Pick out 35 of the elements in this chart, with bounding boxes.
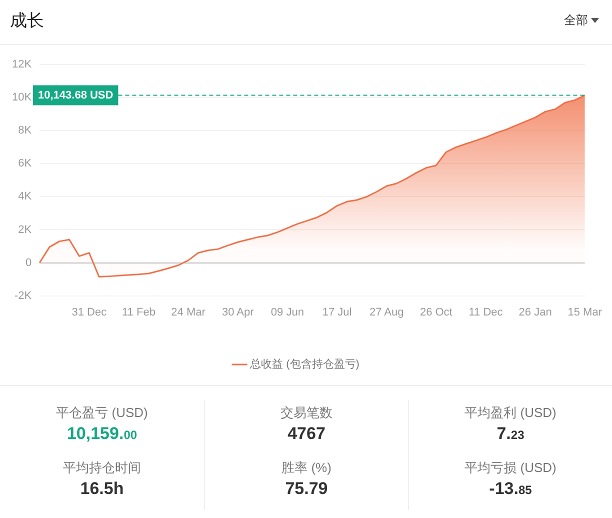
text: 平仓盈亏 (USD) (55, 404, 149, 422)
text: 平均亏损 (USD) (464, 459, 558, 477)
y-tick-label: 10K (12, 92, 32, 104)
x-tick-label: 24 Mar (171, 306, 206, 318)
text: 胜率 (%) (280, 459, 332, 477)
x-tick-label: 30 Apr (222, 306, 254, 318)
legend-label: 总收益 (包含持仓盈亏) (249, 358, 360, 371)
x-tick-label: 11 Feb (122, 306, 156, 318)
y-tick-label: 0 (25, 256, 32, 269)
y-tick-label: 12K (12, 58, 32, 71)
y-tick-label: 2K (18, 224, 32, 236)
text: -13.85 (488, 479, 533, 499)
y-tick-label: -2K (14, 290, 32, 302)
x-tick-label: 17 Jul (322, 306, 352, 318)
y-tick-label: 4K (18, 190, 32, 203)
text: 10,159.00 (66, 424, 138, 444)
x-tick-label: 26 Oct (420, 306, 452, 318)
x-tick-label: 31 Dec (72, 306, 108, 318)
chart-title: 成长 (10, 10, 44, 32)
y-tick-label: 6K (18, 158, 32, 170)
x-tick-label: 15 Mar (568, 306, 602, 318)
text: 75.79 (284, 479, 329, 499)
text: 平均盈利 (USD) (464, 404, 558, 422)
ref-line-label: 10,143.68 USD (38, 89, 114, 102)
x-tick-label: 26 Jan (518, 306, 552, 318)
text: 全部 (564, 12, 588, 29)
text: 16.5h (79, 479, 125, 499)
text: 交易笔数 (280, 404, 334, 422)
x-tick-label: 09 Jun (270, 306, 304, 318)
x-tick-label: 11 Dec (468, 306, 504, 318)
text: 4767 (286, 424, 326, 444)
text: 7.23 (496, 424, 526, 444)
x-tick-label: 27 Aug (369, 306, 404, 318)
y-tick-label: 8K (18, 124, 32, 137)
text: 平均持仓时间 (62, 459, 142, 477)
